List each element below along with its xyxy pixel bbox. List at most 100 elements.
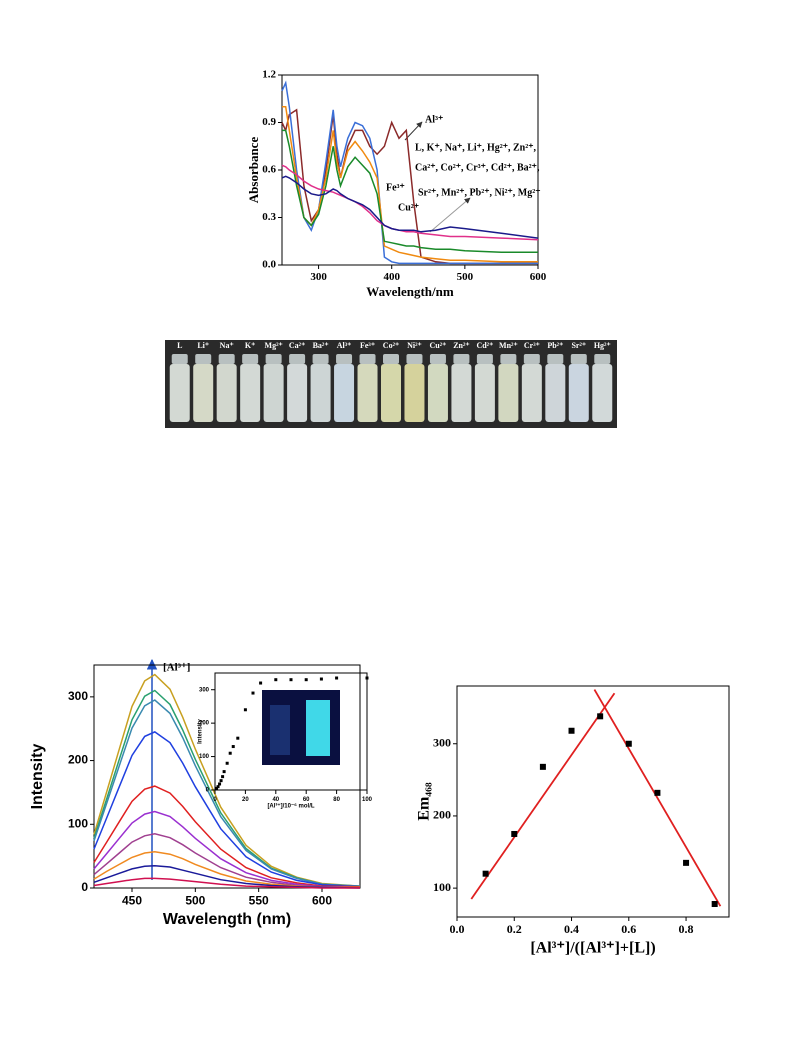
annotation: Ca²⁺, Co²⁺, Cr³⁺, Cd²⁺, Ba²⁺, [415, 162, 540, 173]
vial [381, 364, 401, 422]
vial-cap [406, 354, 423, 364]
vial [545, 364, 566, 422]
vial [592, 364, 613, 422]
x-tick-label: 0.0 [450, 922, 465, 936]
line-series [93, 673, 361, 887]
vial-label: Mn²⁺ [499, 341, 518, 350]
x-tick-label: 20 [242, 797, 249, 803]
annotation: Sr²⁺, Mn²⁺, Pb²⁺, Ni²⁺, Mg²⁺ [418, 187, 541, 198]
vial-label: Na⁺ [220, 341, 234, 350]
y-tick-label: 200 [68, 753, 88, 767]
vial-label: Ba²⁺ [313, 341, 329, 350]
annotation: [Al³⁺] [163, 662, 190, 674]
plot-frame [214, 672, 368, 791]
data-point [221, 775, 225, 779]
data-point [251, 691, 255, 695]
annotation: Al³⁺ [425, 114, 443, 125]
vial-label: L [177, 341, 182, 350]
line-series [93, 877, 360, 889]
cuvette-glow [306, 700, 330, 756]
data-point [319, 677, 323, 681]
x-tick-label: 60 [303, 797, 310, 803]
line-series [93, 833, 361, 889]
data-point [228, 751, 232, 755]
vial-cap [218, 354, 235, 364]
data-point [231, 745, 235, 749]
vial [357, 364, 378, 422]
data-point [216, 785, 220, 789]
y-tick-label: 100 [433, 880, 451, 894]
vial-cap [171, 354, 188, 364]
vial-cap [547, 354, 564, 364]
fit-line [470, 692, 616, 900]
arrow [404, 121, 423, 141]
fit-line [593, 689, 722, 907]
x-tick-label: 0 [213, 797, 217, 803]
y-tick-label: 0.0 [262, 259, 276, 271]
y-tick-label: 300 [199, 687, 210, 693]
data-point [219, 779, 223, 783]
vial-label: Mg²⁺ [265, 341, 283, 350]
y-axis-label: Em₄₆₈ [416, 782, 433, 821]
vial-cap [195, 354, 212, 364]
x-tick-label: 0.8 [679, 922, 694, 936]
line-series [282, 129, 538, 254]
vial [427, 364, 448, 422]
vial [193, 364, 214, 422]
line-series [281, 80, 538, 265]
data-point [225, 761, 229, 765]
data-point [218, 782, 222, 786]
vial [474, 364, 495, 422]
vial [334, 364, 355, 422]
data-point [568, 727, 575, 734]
y-tick-label: 1.2 [262, 69, 276, 81]
line-series [93, 810, 361, 889]
y-tick-label: 0.6 [262, 164, 276, 176]
vial-cap [242, 354, 259, 364]
vial-cap [359, 354, 376, 364]
x-tick-label: 450 [122, 893, 142, 907]
y-tick-label: 0.3 [262, 211, 276, 223]
vial-label: Sr²⁺ [571, 341, 586, 350]
y-axis-label: Absorbance [246, 137, 261, 204]
x-axis-label: [Al³⁺]/([Al³⁺]+[L]) [530, 940, 655, 957]
y-tick-label: 300 [433, 736, 451, 750]
vial [521, 364, 542, 422]
arrow [429, 197, 471, 233]
data-point [304, 678, 308, 682]
x-axis-label: [Al³⁺]/10⁻⁶ mol/L [267, 803, 314, 810]
vial [498, 364, 519, 422]
data-point [243, 708, 247, 712]
data-point [222, 770, 226, 774]
line-series [93, 850, 360, 889]
vials: L Li⁺ Na⁺ K⁺ Mg²⁺ Ca²⁺ Ba²⁺ Al³⁺ Fe³⁺ Co²⁺ Ni²⁺ Cu²… [169, 341, 613, 422]
x-tick-label: 600 [530, 271, 547, 283]
y-tick-label: 100 [68, 816, 88, 830]
y-tick-label: 200 [433, 808, 451, 822]
x-tick-label: 550 [249, 893, 269, 907]
data-point [597, 713, 604, 720]
vial-label: Ca²⁺ [289, 341, 305, 350]
y-axis-label: Intensity [29, 744, 46, 810]
vial [287, 364, 308, 422]
y-tick-label: 0.9 [262, 116, 276, 128]
data-point [215, 786, 219, 790]
vial [451, 364, 472, 422]
x-tick-label: 40 [272, 797, 279, 803]
x-axis-label: Wavelength (nm) [163, 911, 291, 928]
x-tick-label: 80 [333, 797, 340, 803]
data-point [236, 736, 240, 740]
vial-label: Cr³⁺ [524, 341, 540, 350]
data-point [625, 740, 632, 747]
y-tick-label: 0 [81, 880, 88, 894]
data-point [482, 870, 489, 877]
x-tick-label: 500 [457, 271, 474, 283]
x-tick-label: 600 [312, 893, 332, 907]
vial [240, 364, 261, 422]
annotation: L, K⁺, Na⁺, Li⁺, Hg²⁺, Zn²⁺, [415, 142, 537, 153]
vial-cap [570, 354, 587, 364]
vial [568, 364, 589, 422]
vial-label: Cd²⁺ [476, 341, 493, 350]
vial [216, 364, 237, 422]
